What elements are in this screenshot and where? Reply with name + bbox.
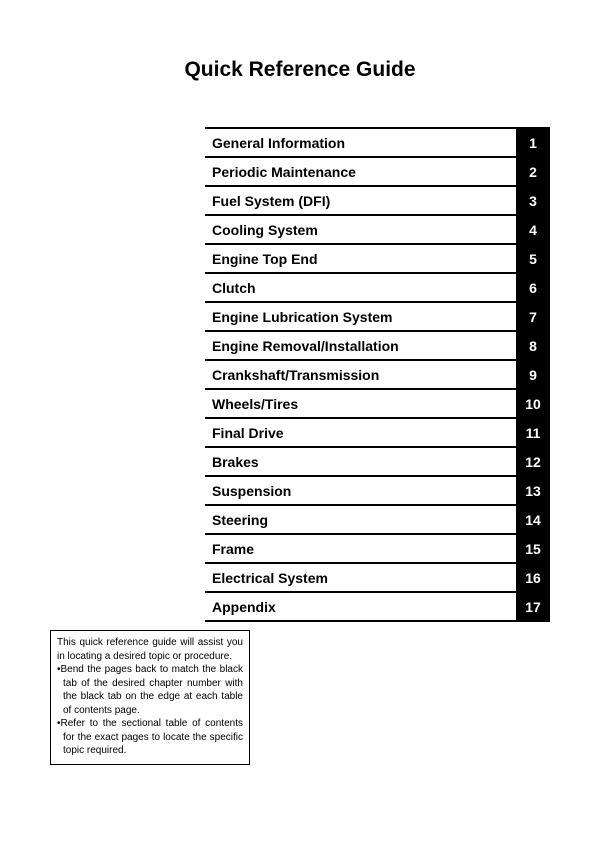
toc-chapter-tab: 4 [516,216,550,243]
toc-label: Electrical System [205,564,516,591]
toc-chapter-tab: 2 [516,158,550,185]
toc-chapter-tab: 8 [516,332,550,359]
toc-chapter-tab: 1 [516,129,550,156]
toc-row: Appendix 17 [205,593,550,622]
toc-chapter-tab: 10 [516,390,550,417]
toc-label: Steering [205,506,516,533]
toc-row: Clutch 6 [205,274,550,303]
toc-label: Engine Top End [205,245,516,272]
toc-label: Wheels/Tires [205,390,516,417]
toc-chapter-tab: 12 [516,448,550,475]
toc-label: Final Drive [205,419,516,446]
toc-label: Fuel System (DFI) [205,187,516,214]
toc-row: Crankshaft/Transmission 9 [205,361,550,390]
toc-chapter-tab: 7 [516,303,550,330]
toc-chapter-tab: 6 [516,274,550,301]
note-intro: This quick reference guide will assist y… [57,636,243,663]
toc-chapter-tab: 5 [516,245,550,272]
toc-row: Electrical System 16 [205,564,550,593]
note-box: This quick reference guide will assist y… [50,630,250,765]
toc-label: General Information [205,129,516,156]
toc-chapter-tab: 14 [516,506,550,533]
toc-chapter-tab: 9 [516,361,550,388]
toc-label: Clutch [205,274,516,301]
toc-label: Periodic Maintenance [205,158,516,185]
toc-label: Crankshaft/Transmission [205,361,516,388]
toc-row: Engine Top End 5 [205,245,550,274]
toc-row: Periodic Maintenance 2 [205,158,550,187]
toc-row: General Information 1 [205,129,550,158]
toc-label: Appendix [205,593,516,620]
toc-chapter-tab: 15 [516,535,550,562]
toc-row: Engine Removal/Installation 8 [205,332,550,361]
toc-label: Suspension [205,477,516,504]
toc-row: Frame 15 [205,535,550,564]
note-bullet: •Bend the pages back to match the black … [57,663,243,717]
toc-row: Final Drive 11 [205,419,550,448]
toc-row: Cooling System 4 [205,216,550,245]
toc-label: Engine Lubrication System [205,303,516,330]
toc-row: Steering 14 [205,506,550,535]
toc-row: Suspension 13 [205,477,550,506]
toc-label: Engine Removal/Installation [205,332,516,359]
toc-row: Brakes 12 [205,448,550,477]
note-bullet: •Refer to the sectional table of content… [57,717,243,758]
toc-row: Fuel System (DFI) 3 [205,187,550,216]
page-title: Quick Reference Guide [0,58,600,82]
toc-row: Wheels/Tires 10 [205,390,550,419]
toc-chapter-tab: 3 [516,187,550,214]
toc-chapter-tab: 16 [516,564,550,591]
toc-label: Brakes [205,448,516,475]
toc-chapter-tab: 13 [516,477,550,504]
toc-label: Frame [205,535,516,562]
toc-list: General Information 1 Periodic Maintenan… [205,127,550,622]
toc-row: Engine Lubrication System 7 [205,303,550,332]
toc-label: Cooling System [205,216,516,243]
toc-chapter-tab: 17 [516,593,550,620]
toc-chapter-tab: 11 [516,419,550,446]
